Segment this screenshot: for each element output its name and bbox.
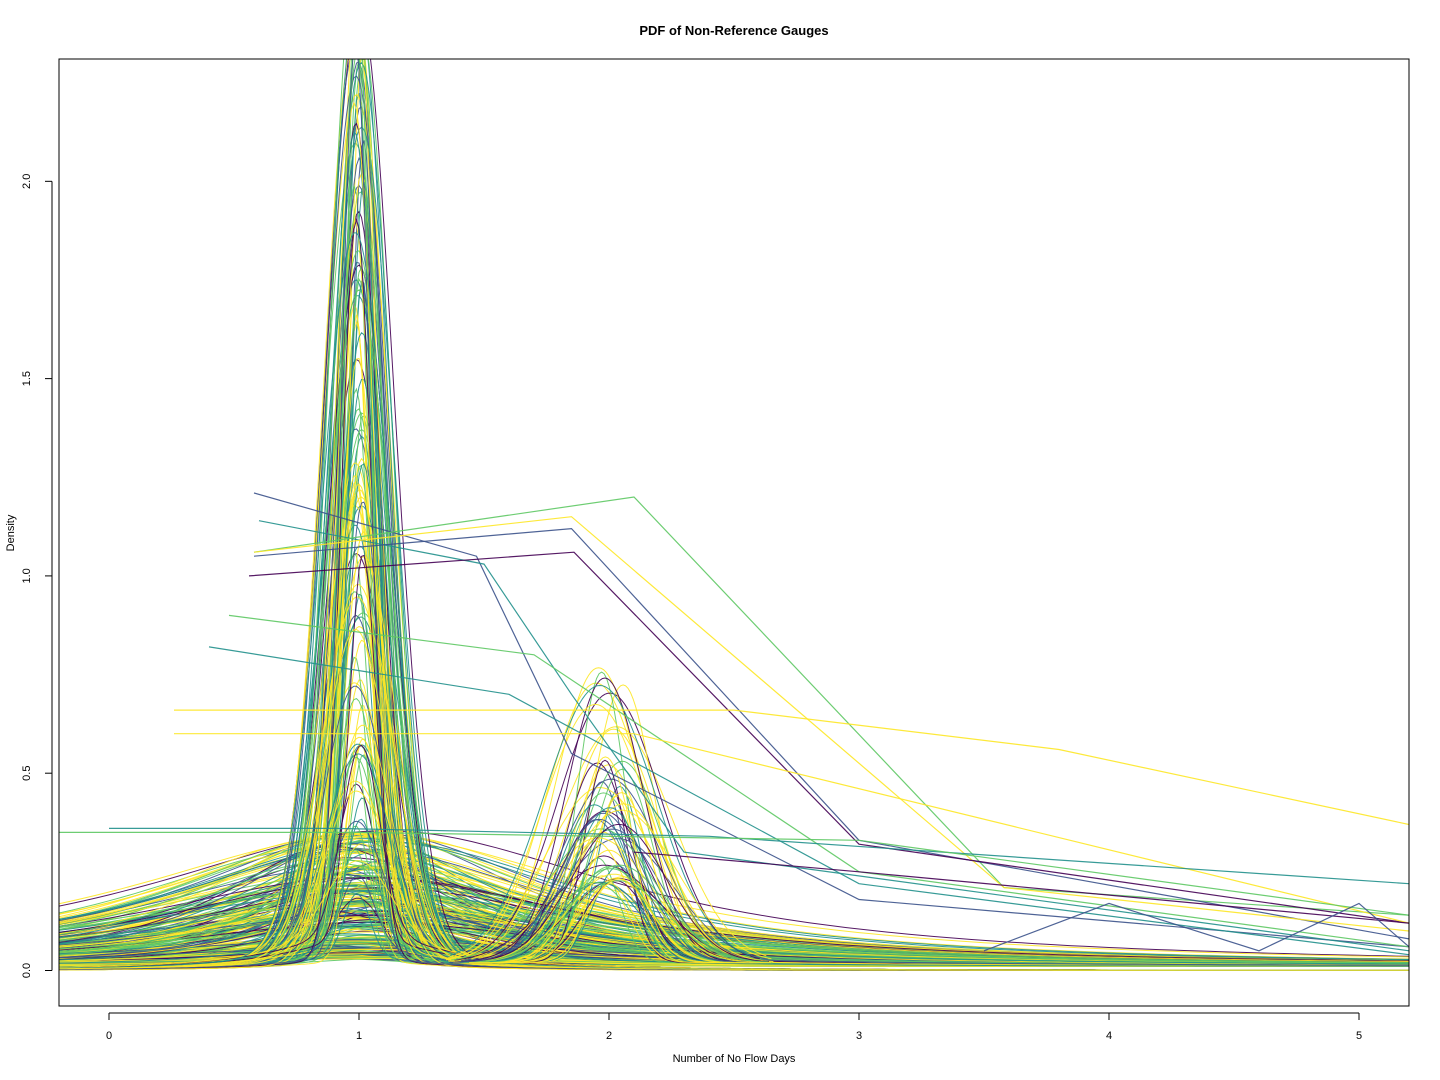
density-curve-sparse <box>208 646 1409 956</box>
density-curve-wide <box>59 876 1409 962</box>
density-curve-sparse <box>253 527 1409 940</box>
y-tick-label: 1.0 <box>21 568 33 583</box>
density-curve-sparse <box>258 520 1409 952</box>
density-curves <box>59 59 1409 971</box>
x-tick-label: 4 <box>1106 1030 1112 1042</box>
density-curve-wide <box>59 840 1409 961</box>
density-curve-peak <box>59 184 1409 971</box>
density-curve-peak <box>59 331 1409 971</box>
density-curve-peak <box>59 280 1409 971</box>
density-curve-peak <box>59 59 1409 971</box>
density-curve-peak <box>59 105 1409 971</box>
density-curve-peak <box>59 232 1409 971</box>
density-curve-peak <box>59 59 1409 971</box>
x-axis: 0 1 2 3 4 5 <box>106 1012 1362 1042</box>
density-curve-bump <box>459 692 760 960</box>
density-curve-sparse <box>253 516 1409 932</box>
density-curve-peak <box>59 60 1409 971</box>
density-curve-peak <box>59 185 1409 971</box>
density-curve-peak <box>59 428 1409 971</box>
density-curve-peak <box>59 59 1409 971</box>
density-curve-peak <box>59 143 1409 971</box>
density-curve-bump <box>459 865 760 964</box>
density-curve-peak <box>59 172 1409 971</box>
x-tick-label: 0 <box>106 1030 112 1042</box>
density-curve-sparse <box>983 902 1409 952</box>
density-curve-sparse <box>174 733 1409 924</box>
y-tick-label: 0.5 <box>21 766 33 781</box>
x-tick-label: 2 <box>606 1030 612 1042</box>
density-curve-wide <box>59 843 1409 961</box>
x-axis-label: Number of No Flow Days <box>673 1053 796 1065</box>
density-curve-peak <box>59 101 1409 971</box>
density-curve-peak <box>59 59 1409 971</box>
density-curve-peak <box>59 181 1409 971</box>
y-axis-label: Density <box>5 514 17 551</box>
density-curve-sparse <box>633 851 1409 924</box>
x-tick-label: 3 <box>856 1030 862 1042</box>
density-curve-peak <box>59 93 1409 971</box>
density-curve-peak <box>59 428 1409 971</box>
density-curve-bump <box>471 809 772 960</box>
y-tick-label: 1.5 <box>21 371 33 386</box>
chart-title: PDF of Non-Reference Gauges <box>639 23 828 38</box>
density-curve-sparse <box>248 551 1409 924</box>
density-curve-peak <box>59 126 1409 971</box>
density-curve-peak <box>59 628 1409 971</box>
density-curve-sparse <box>174 709 1409 826</box>
density-curve-bump <box>468 823 769 963</box>
density-curve-sparse <box>253 496 1409 916</box>
density-curve-bump <box>467 838 768 960</box>
density-curve-peak <box>59 59 1409 971</box>
density-curve-peak <box>59 679 1409 971</box>
density-curve-peak <box>59 59 1409 971</box>
y-axis: 0.0 0.5 1.0 1.5 2.0 <box>21 174 53 978</box>
density-curve-peak <box>59 210 1409 971</box>
density-curve-wide <box>59 889 1409 965</box>
y-tick-label: 2.0 <box>21 174 33 189</box>
density-curve-peak <box>59 277 1409 971</box>
plot-frame <box>58 58 1410 1007</box>
density-curve-peak <box>59 357 1409 971</box>
density-curve-bump <box>445 682 747 961</box>
y-tick-label: 0.0 <box>21 963 33 978</box>
density-curve-bump <box>469 878 770 964</box>
density-curve-wide <box>59 836 1409 962</box>
density-curve-wide <box>59 841 1409 960</box>
density-curve-bump <box>468 880 769 963</box>
x-tick-label: 5 <box>1356 1030 1362 1042</box>
density-curve-peak <box>59 295 1409 971</box>
density-curve-bump <box>473 803 774 963</box>
density-curve-peak <box>59 59 1409 971</box>
density-curve-peak <box>59 59 1409 971</box>
density-curve-peak <box>59 584 1409 971</box>
density-curve-bump <box>449 684 751 956</box>
density-curve-bump <box>445 703 746 959</box>
density-curve-peak <box>59 59 1409 971</box>
density-curve-bump <box>449 818 750 963</box>
density-curve-sparse <box>228 614 1409 948</box>
density-curve-peak <box>59 59 1409 971</box>
density-curve-peak <box>59 62 1409 971</box>
density-curve-peak <box>59 387 1409 971</box>
density-curve-peak <box>59 264 1409 971</box>
density-curve-bump <box>460 778 761 962</box>
density-curve-wide <box>59 859 1409 963</box>
density-curve-peak <box>59 122 1409 971</box>
x-tick-label: 1 <box>356 1030 362 1042</box>
density-curve-sparse <box>109 827 1409 885</box>
density-curve-sparse <box>59 831 1409 916</box>
density-curve-peak <box>59 378 1409 971</box>
density-curve-wide <box>59 893 1409 964</box>
density-curve-peak <box>59 156 1409 971</box>
density-curve-peak <box>59 279 1409 971</box>
